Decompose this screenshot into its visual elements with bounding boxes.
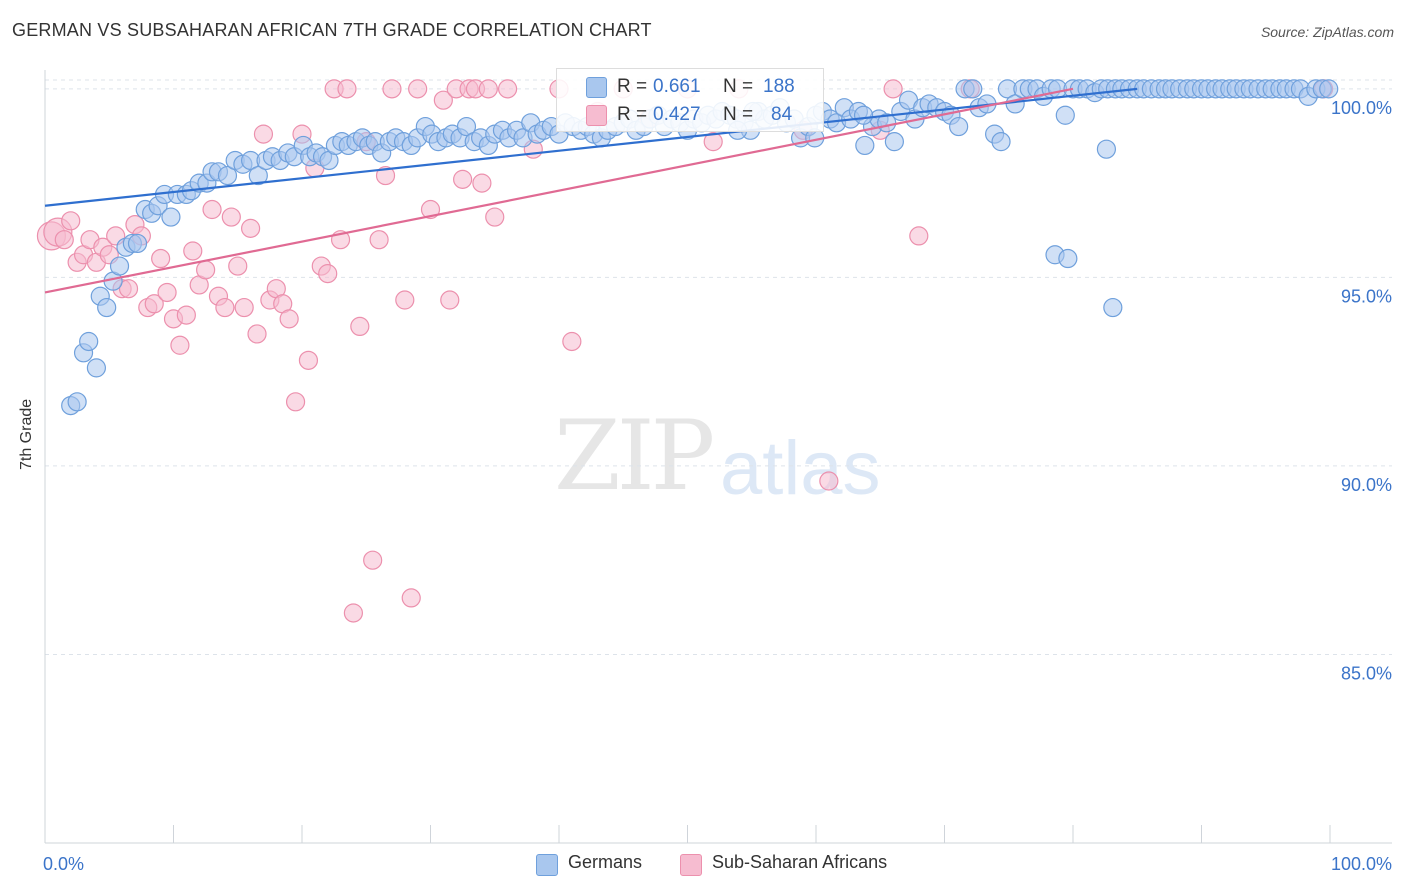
german-point — [991, 132, 1011, 152]
african-point — [433, 90, 453, 110]
african-point — [202, 199, 222, 220]
x-tick-label-min: 0.0% — [43, 854, 84, 874]
african-point — [253, 124, 274, 144]
african-point — [363, 550, 383, 570]
africans-n-label: N = — [723, 104, 754, 125]
african-point — [151, 248, 171, 269]
african-point — [498, 79, 518, 99]
legend-africans-swatch — [680, 854, 702, 876]
african-point — [909, 226, 929, 246]
german-point — [109, 256, 130, 276]
africans-r-label: R = — [617, 104, 648, 125]
german-point — [1058, 248, 1078, 269]
african-point — [157, 282, 177, 303]
african-point — [215, 297, 235, 318]
german-point — [217, 165, 238, 186]
german-point — [1319, 79, 1339, 99]
german-point — [1096, 139, 1117, 159]
african-point — [350, 316, 370, 337]
african-point — [562, 331, 582, 352]
germans-n-value: 188 — [763, 76, 795, 97]
legend-germans-label: Germans — [568, 852, 643, 872]
african-point — [369, 230, 389, 250]
stats-legend: R = 0.661 N = 188 R = 0.427 N = 84 — [556, 68, 824, 132]
africans-n-value: 84 — [771, 104, 793, 125]
african-point — [401, 588, 421, 608]
german-point — [884, 132, 904, 152]
african-point — [183, 241, 203, 261]
german-point — [949, 116, 969, 137]
german-point — [1055, 105, 1075, 125]
african-point — [234, 297, 254, 318]
german-point — [127, 233, 148, 254]
african-point — [440, 290, 460, 310]
germans-r-label: R = — [617, 76, 648, 97]
african-point — [883, 79, 903, 99]
german-point — [248, 165, 268, 186]
african-point — [298, 350, 319, 370]
african-point — [61, 211, 81, 231]
german-point — [853, 105, 874, 125]
germans-r-value: 0.661 — [653, 76, 701, 97]
german-point — [79, 331, 99, 352]
watermark-atlas: atlas — [720, 426, 881, 511]
y-tick-label: 95.0% — [1341, 286, 1392, 306]
stats-row-germans: R = 0.661 N = 188 — [557, 73, 823, 101]
african-point — [196, 260, 216, 280]
african-point — [382, 79, 402, 99]
german-point — [97, 297, 117, 318]
african-point — [819, 471, 839, 491]
germans-n-label: N = — [723, 76, 754, 97]
african-point — [485, 207, 505, 227]
african-point — [176, 305, 196, 325]
african-point — [170, 335, 190, 355]
african-point — [144, 294, 164, 314]
x-tick-label-max: 100.0% — [1331, 854, 1392, 874]
african-point — [279, 309, 299, 329]
chart-title: GERMAN VS SUBSAHARAN AFRICAN 7TH GRADE C… — [12, 20, 652, 40]
african-point — [337, 79, 357, 99]
legend-africans-label: Sub-Saharan Africans — [712, 852, 888, 872]
african-point — [420, 199, 441, 220]
african-point — [241, 218, 261, 238]
german-point — [86, 358, 107, 378]
african-point — [54, 230, 74, 250]
african-point — [285, 392, 306, 412]
german-point — [161, 207, 181, 227]
germans-swatch — [586, 77, 607, 98]
african-point — [343, 603, 363, 623]
stats-row-africans: R = 0.427 N = 84 — [557, 101, 823, 129]
german-point — [67, 392, 87, 412]
african-point — [228, 256, 248, 276]
german-trendline — [44, 87, 1138, 207]
source-label: Source: ZipAtlas.com — [1260, 24, 1394, 40]
african-trendline — [44, 87, 1074, 294]
y-tick-label: 90.0% — [1341, 475, 1392, 495]
african-point — [247, 324, 267, 344]
african-point — [375, 165, 396, 186]
african-point — [453, 169, 473, 189]
african-point — [472, 173, 492, 193]
african-point — [478, 79, 498, 99]
african-point — [408, 79, 428, 99]
african-point — [703, 132, 723, 152]
africans-swatch — [586, 105, 607, 126]
german-point — [456, 116, 477, 137]
africans-r-value: 0.427 — [653, 104, 701, 125]
german-point — [1103, 297, 1123, 318]
y-tick-label: 100.0% — [1331, 98, 1392, 118]
watermark-zip: ZIP — [554, 400, 715, 512]
african-point — [318, 264, 338, 284]
african-point — [395, 290, 415, 310]
german-point — [855, 135, 875, 156]
african-point — [221, 207, 241, 227]
legend-germans-swatch — [536, 854, 558, 876]
y-tick-label: 85.0% — [1341, 663, 1392, 683]
african-point — [118, 279, 139, 299]
german-point — [963, 79, 983, 99]
